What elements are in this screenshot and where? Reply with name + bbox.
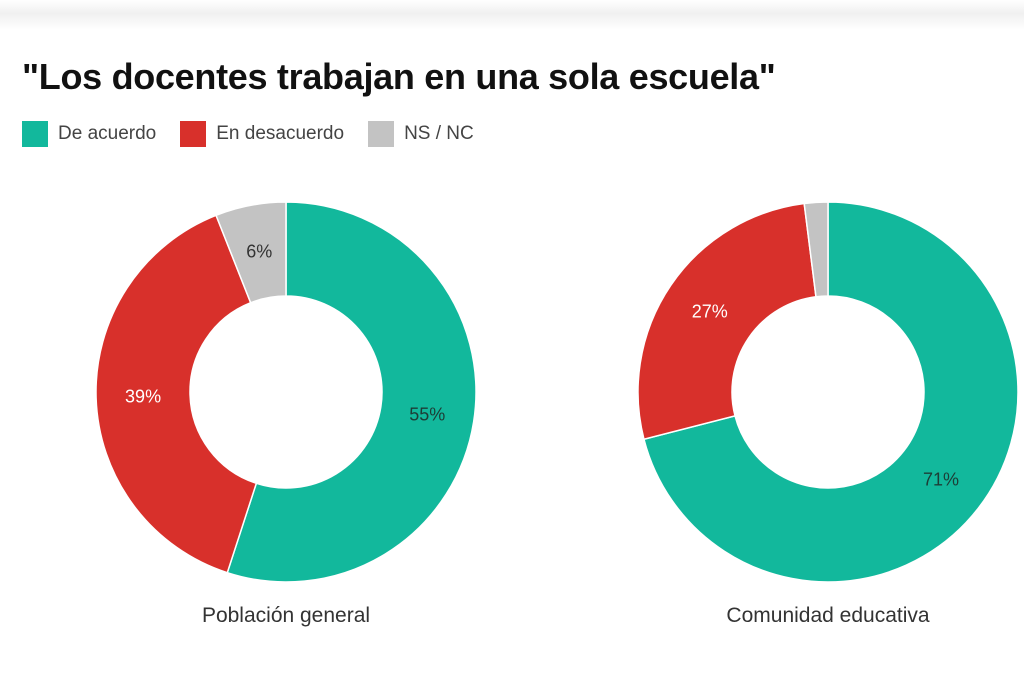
slice-en-desacuerdo [95, 214, 258, 574]
legend-item-en-desacuerdo: En desacuerdo [180, 121, 344, 147]
slice-en-desacuerdo [637, 202, 817, 441]
legend-item-ns-nc: NS / NC [368, 121, 474, 147]
slice-ns-nc [215, 201, 287, 304]
slice-ns-nc [803, 201, 829, 298]
legend-label: De acuerdo [58, 123, 157, 144]
legend-label: NS / NC [404, 123, 474, 144]
legend-swatch-de-acuerdo [22, 121, 48, 147]
chart-title: "Los docentes trabajan en una sola escue… [22, 56, 776, 97]
chart-caption-poblacion-general: Población general [201, 604, 371, 627]
legend-swatch-ns-nc [368, 121, 395, 147]
legend: De acuerdo En desacuerdo NS / NC [22, 121, 498, 147]
data-label-de-acuerdo: 55% [409, 404, 445, 424]
data-label-en-desacuerdo: 39% [125, 386, 161, 406]
data-label-de-acuerdo: 71% [923, 470, 959, 490]
legend-label: En desacuerdo [216, 123, 345, 144]
slice-de-acuerdo [226, 201, 477, 583]
donut-comunidad-educativa: 71% 27% [637, 201, 1019, 583]
data-label-ns-nc: 6% [246, 242, 272, 262]
chart-caption-comunidad-educativa: Comunidad educativa [726, 604, 930, 627]
top-bar [0, 0, 1024, 30]
legend-swatch-en-desacuerdo [180, 121, 207, 147]
data-label-en-desacuerdo: 27% [692, 302, 728, 322]
slice-de-acuerdo [643, 201, 1019, 583]
donut-poblacion-general: 55% 39% 6% [95, 201, 477, 583]
legend-item-de-acuerdo: De acuerdo [22, 121, 156, 147]
